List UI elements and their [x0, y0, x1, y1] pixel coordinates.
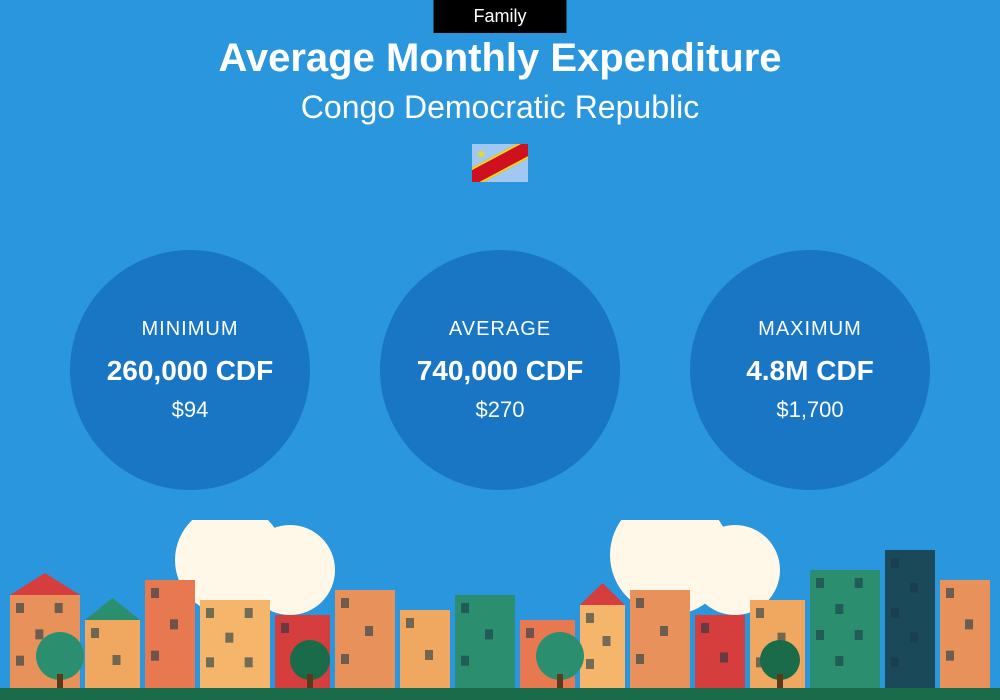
stat-label: MAXIMUM	[758, 318, 862, 341]
flag-icon: ★	[472, 144, 528, 182]
stat-value-local: 260,000 CDF	[107, 355, 274, 387]
stat-label: AVERAGE	[449, 318, 551, 341]
cityscape-illustration	[0, 520, 1000, 700]
stat-circle-average: AVERAGE 740,000 CDF $270	[380, 250, 620, 490]
category-tab[interactable]: Family	[434, 0, 567, 33]
stat-value-usd: $94	[172, 397, 209, 423]
stat-circle-minimum: MINIMUM 260,000 CDF $94	[70, 250, 310, 490]
stat-label: MINIMUM	[142, 318, 239, 341]
stat-value-usd: $270	[476, 397, 525, 423]
header: Average Monthly Expenditure Congo Democr…	[0, 36, 1000, 187]
page-subtitle: Congo Democratic Republic	[0, 89, 1000, 126]
page-title: Average Monthly Expenditure	[0, 36, 1000, 81]
stat-value-usd: $1,700	[776, 397, 843, 423]
stat-value-local: 4.8M CDF	[746, 355, 874, 387]
stat-value-local: 740,000 CDF	[417, 355, 584, 387]
flag-star-icon: ★	[476, 147, 487, 161]
stats-row: MINIMUM 260,000 CDF $94 AVERAGE 740,000 …	[0, 250, 1000, 490]
stat-circle-maximum: MAXIMUM 4.8M CDF $1,700	[690, 250, 930, 490]
tab-label: Family	[474, 6, 527, 26]
